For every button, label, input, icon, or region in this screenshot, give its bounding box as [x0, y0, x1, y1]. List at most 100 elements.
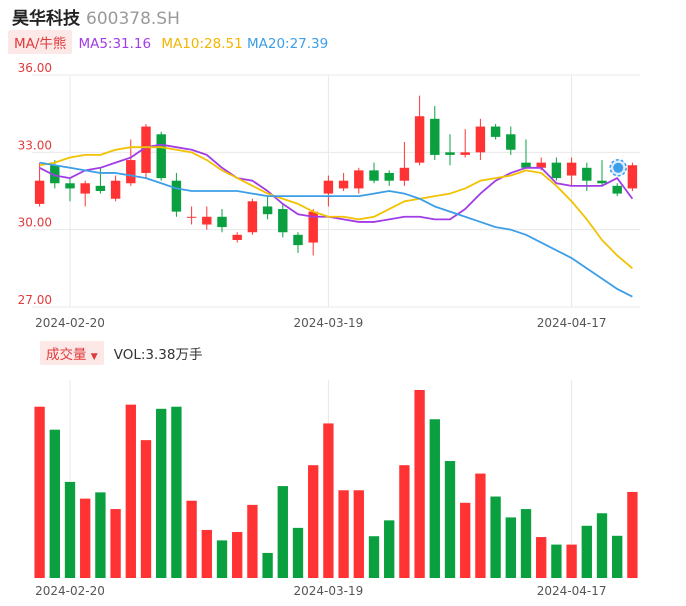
candle-body	[384, 172, 394, 181]
volume-date-tick-label: 2024-02-20	[35, 584, 105, 598]
ma5-value: MA5:31.16	[78, 36, 152, 52]
price-tick-label: 33.00	[18, 138, 52, 152]
volume-bar	[232, 532, 243, 578]
date-tick-label: 2024-03-19	[294, 316, 364, 330]
volume-bar	[384, 520, 395, 578]
ma20-line	[39, 161, 633, 298]
candle-body	[354, 170, 364, 189]
stock-header: 昊华科技 600378.SH	[12, 4, 180, 29]
candle-body	[323, 180, 334, 194]
candle-body	[430, 118, 440, 155]
volume-bar	[247, 504, 258, 578]
moving-average-lines	[39, 143, 634, 298]
event-marker-icon[interactable]	[609, 159, 627, 177]
candle-body	[156, 134, 166, 179]
candle-body	[262, 206, 273, 215]
volume-bars	[34, 390, 638, 578]
candle-body	[217, 216, 227, 228]
candle-body	[536, 162, 546, 168]
candle-body	[171, 180, 182, 212]
volume-bar	[520, 509, 532, 578]
candle-body	[369, 170, 379, 181]
dropdown-arrow-icon: ▼	[90, 352, 98, 362]
ma20-value: MA20:27.39	[246, 36, 329, 52]
volume-bar	[323, 423, 334, 578]
volume-indicator-dropdown[interactable]: 成交量 ▼	[40, 341, 104, 365]
date-tick-label: 2024-02-20	[35, 316, 105, 330]
volume-bar	[292, 527, 304, 578]
volume-bar	[596, 513, 608, 578]
volume-bar	[338, 490, 349, 578]
volume-bar	[34, 406, 45, 578]
candle-body	[445, 152, 455, 155]
candle-body	[460, 152, 470, 155]
volume-legend: 成交量 ▼ VOL:3.38万手	[40, 341, 203, 365]
ma-legend: MA/牛熊 MA5:31.16 MA10:28.51 MA20:27.39	[8, 30, 328, 54]
candle-body	[566, 162, 577, 176]
candle-body	[521, 162, 531, 168]
candle-body	[186, 216, 197, 218]
candle-body	[414, 116, 425, 163]
volume-bar	[201, 529, 212, 578]
candle-body	[34, 180, 45, 204]
candle-body	[247, 201, 258, 233]
stock-code: 600378.SH	[86, 9, 180, 29]
volume-bar	[581, 525, 592, 578]
volume-bar	[536, 537, 547, 578]
candle-body	[308, 211, 318, 243]
candle-body	[50, 165, 60, 184]
volume-bar	[353, 490, 364, 578]
candle-body	[475, 126, 486, 153]
price-tick-label: 30.00	[18, 216, 52, 230]
ma5-line	[39, 143, 634, 223]
event-marker-dot	[613, 162, 624, 173]
candle-body	[293, 234, 303, 246]
candle-body	[597, 180, 607, 184]
date-axis-labels: 2024-02-20 2024-02-20 2024-03-19 2024-03-19…	[35, 316, 606, 598]
volume-bar	[125, 404, 136, 578]
volume-bar	[277, 486, 288, 578]
volume-bar	[551, 544, 562, 578]
volume-indicator-label: 成交量	[46, 347, 87, 363]
volume-bar	[216, 540, 228, 578]
ma-indicator-tag[interactable]: MA/牛熊	[8, 30, 73, 54]
volume-bar	[399, 465, 410, 578]
candle-body	[141, 126, 151, 173]
stock-name: 昊华科技	[12, 9, 80, 29]
candle-body	[490, 126, 501, 137]
candlesticks	[34, 95, 638, 256]
volume-bar	[140, 440, 152, 578]
candle-body	[202, 216, 212, 225]
volume-bar	[95, 492, 106, 578]
volume-date-tick-label: 2024-03-19	[294, 584, 364, 598]
volume-bar	[80, 498, 91, 578]
candle-body	[338, 180, 349, 189]
volume-bar	[262, 552, 273, 578]
price-tick-label: 36.00	[18, 61, 52, 75]
price-tick-label: 27.00	[18, 293, 52, 307]
volume-bar	[490, 496, 501, 578]
volume-date-tick-label: 2024-04-17	[537, 584, 607, 598]
volume-bar	[612, 535, 623, 578]
volume-bar	[414, 390, 425, 578]
candle-body	[506, 134, 516, 150]
volume-bar	[566, 544, 577, 578]
volume-bar	[627, 491, 638, 578]
candle-body	[232, 234, 242, 240]
candle-body	[80, 183, 90, 194]
volume-bar	[64, 481, 76, 578]
candle-body	[582, 167, 592, 181]
candle-body	[551, 162, 562, 179]
volume-bar	[156, 408, 167, 578]
candle-body	[612, 185, 622, 194]
candle-body	[126, 160, 136, 184]
volume-value: VOL:3.38万手	[113, 347, 203, 363]
volume-bar	[475, 473, 486, 578]
date-tick-label: 2024-04-17	[537, 316, 607, 330]
volume-bar	[308, 465, 319, 578]
volume-bar	[110, 509, 121, 578]
volume-bar	[429, 419, 440, 578]
candle-body	[65, 183, 75, 189]
price-axis-labels: 36.00 33.00 30.00 27.00	[18, 61, 52, 307]
